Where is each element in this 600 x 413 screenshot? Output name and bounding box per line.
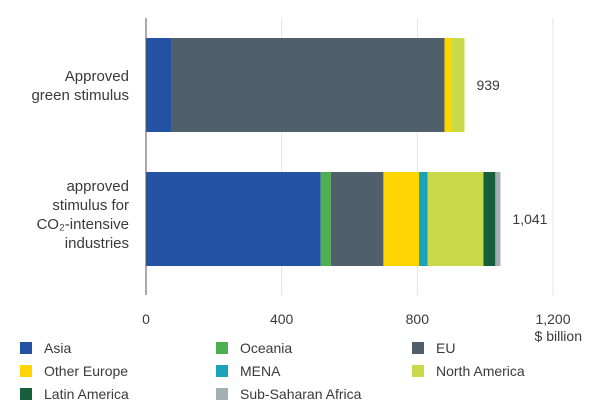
- x-axis-unit-label: $ billion: [534, 328, 582, 344]
- legend-item: Other Europe: [20, 361, 216, 380]
- legend-swatch: [216, 364, 228, 377]
- bar-segment: [383, 172, 420, 266]
- x-tick-label: 400: [270, 311, 294, 327]
- x-tick-label: 1,200: [535, 311, 570, 327]
- bar-segment: [330, 172, 384, 266]
- legend-label: Other Europe: [44, 362, 129, 379]
- legend-item: Latin America: [20, 384, 216, 403]
- legend-item: Oceania: [216, 338, 412, 357]
- bar-segment: [451, 38, 465, 132]
- legend-swatch: [20, 387, 32, 400]
- legend-swatch: [412, 364, 424, 377]
- legend-label: Oceania: [240, 339, 293, 356]
- legend-label: Sub-Saharan Africa: [240, 385, 362, 402]
- bar-segment: [427, 172, 484, 266]
- bar-segment: [495, 172, 501, 266]
- bar-total-label: 939: [476, 77, 500, 93]
- legend-item: North America: [412, 361, 600, 380]
- bar-segment: [483, 172, 496, 266]
- x-tick-label: 0: [142, 311, 150, 327]
- legend-swatch: [216, 387, 228, 400]
- stacked-bar-chart: 939 1,041 0 400 800 1,200: [142, 18, 571, 327]
- legend: Asia Oceania EU Other Europe MENA North Ameri…: [20, 338, 600, 403]
- bar-segment: [171, 38, 445, 132]
- category-label-co2: approved stimulus for CO₂-intensive indu…: [36, 178, 129, 252]
- category-label-green: Approved green stimulus: [31, 68, 129, 104]
- legend-label: Latin America: [44, 385, 129, 402]
- bar-segment: [320, 172, 331, 266]
- bar-segment: [419, 172, 428, 266]
- legend-label: MENA: [240, 362, 281, 379]
- bar-segment: [146, 38, 172, 132]
- legend-swatch: [20, 341, 32, 354]
- bar-segment: [444, 38, 452, 132]
- legend-label: Asia: [44, 339, 72, 356]
- legend-item: Sub-Saharan Africa: [216, 384, 412, 403]
- legend-label: EU: [436, 339, 456, 356]
- legend-swatch: [412, 341, 424, 354]
- legend-label: North America: [436, 362, 525, 379]
- legend-item: Asia: [20, 338, 216, 357]
- legend-swatch: [20, 364, 32, 377]
- legend-item: MENA: [216, 361, 412, 380]
- bar-total-label: 1,041: [512, 211, 547, 227]
- legend-item: EU: [412, 338, 600, 357]
- x-tick-label: 800: [406, 311, 430, 327]
- bar-segment: [146, 172, 321, 266]
- legend-swatch: [216, 341, 228, 354]
